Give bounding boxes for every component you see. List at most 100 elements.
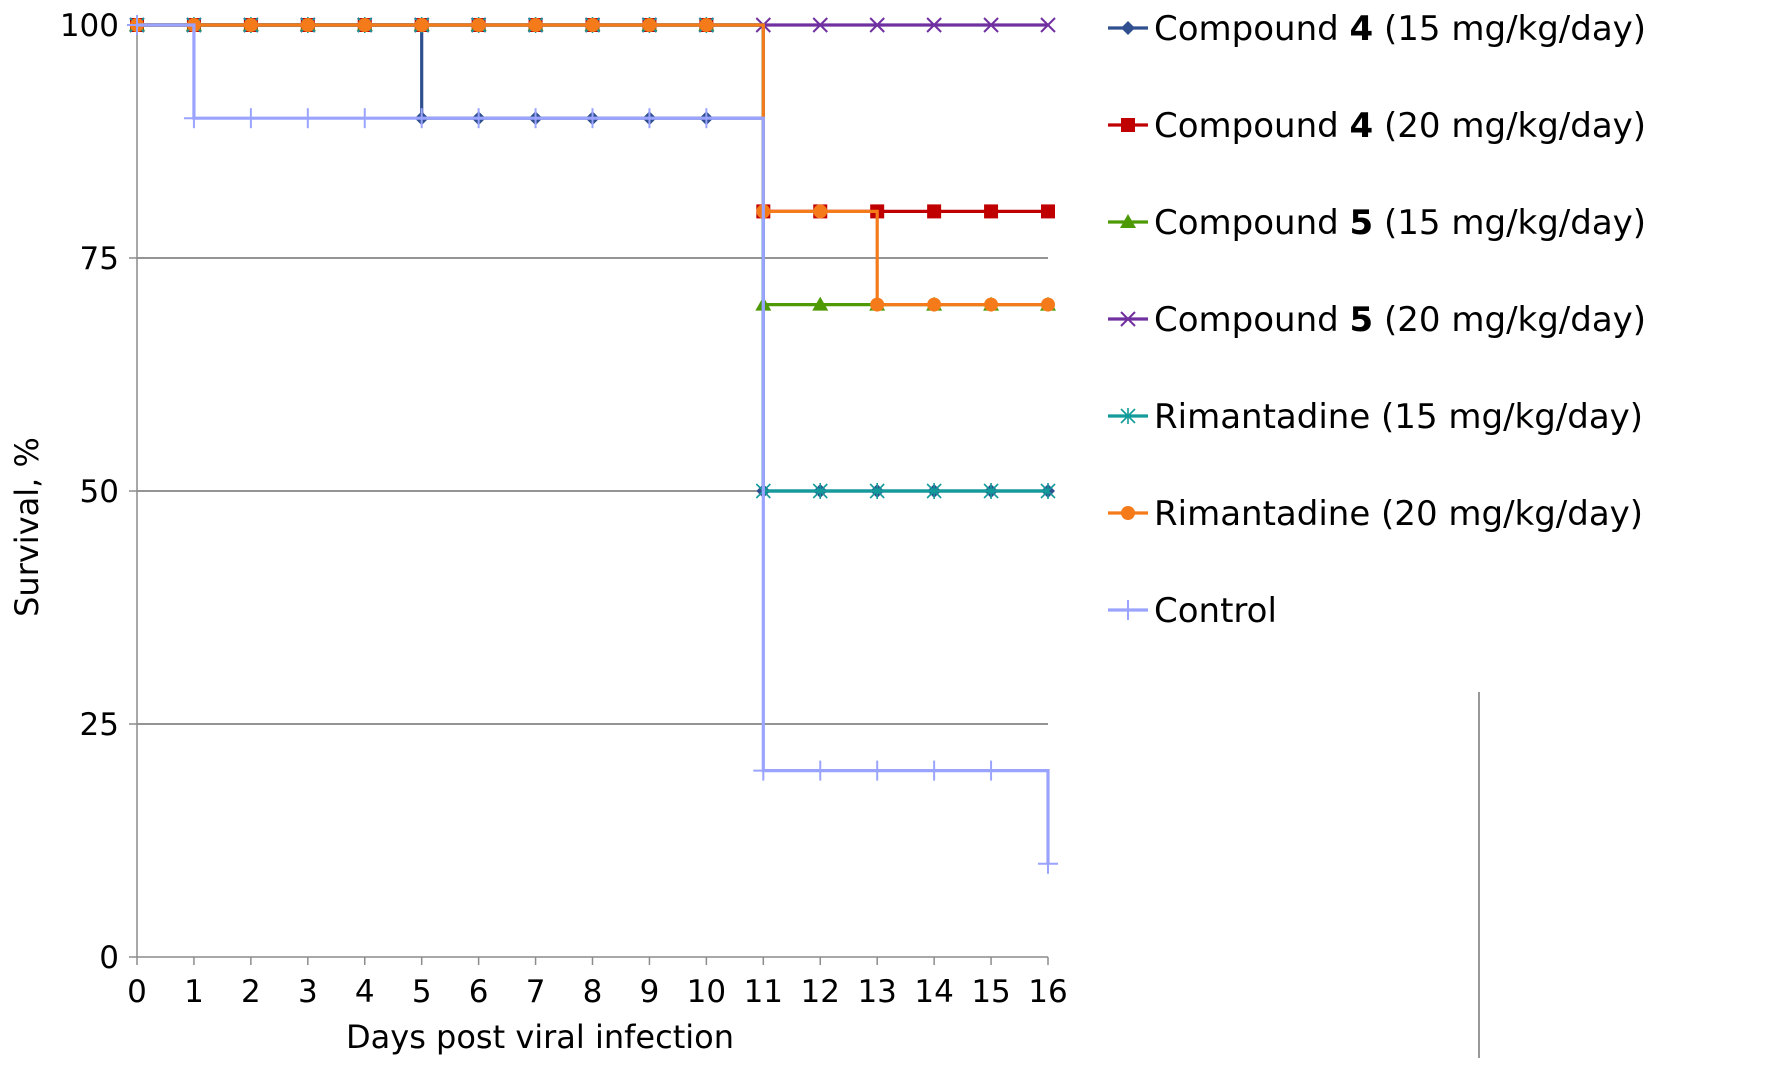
point-control-day-7 <box>525 108 546 129</box>
legend-label-part-0: Control <box>1154 591 1277 631</box>
x-tick-label-0: 0 <box>127 974 147 1010</box>
x-tick-label-4: 4 <box>355 974 375 1010</box>
point-rimantadine-20-mg-kg-day-day-9 <box>642 18 657 32</box>
x-tick-label-14: 14 <box>914 974 953 1010</box>
x-axis-title: Days post viral infection <box>346 1018 734 1056</box>
point-compound-4-20-mg-kg-day-day-14 <box>927 204 942 219</box>
point-control-day-3 <box>297 108 318 129</box>
x-tick-label-15: 15 <box>971 974 1010 1010</box>
point-compound-5-20-mg-kg-day-day-16 <box>1040 17 1056 33</box>
point-rimantadine-15-mg-kg-day-day-13 <box>869 483 885 499</box>
point-control-day-11 <box>753 760 774 781</box>
x-tick-label-7: 7 <box>526 974 546 1010</box>
y-tick-label-100: 100 <box>60 8 119 44</box>
point-control-day-2 <box>240 108 261 129</box>
x-tick-label-13: 13 <box>857 974 896 1010</box>
point-control-day-16 <box>1038 853 1058 874</box>
point-compound-4-20-mg-kg-day-day-16 <box>1041 204 1055 219</box>
y-tick-label-0: 0 <box>99 940 119 976</box>
x-tick-label-2: 2 <box>241 974 261 1010</box>
point-rimantadine-20-mg-kg-day-day-14 <box>927 297 942 312</box>
series-line-rimantadine-20-mg-kg-day <box>137 23 1048 307</box>
legend-marker-rimantadine-15-mg-kg-day <box>1120 408 1136 424</box>
point-control-day-15 <box>981 760 1002 781</box>
point-rimantadine-20-mg-kg-day-day-3 <box>300 18 315 32</box>
point-control-day-9 <box>639 108 660 129</box>
x-tick-label-1: 1 <box>184 974 204 1010</box>
legend-label-compound-4-15-mg-kg-day: Compound 4 (15 mg/kg/day) <box>1154 9 1646 49</box>
legend-label-part-1: 4 <box>1350 9 1374 49</box>
point-rimantadine-20-mg-kg-day-day-16 <box>1041 297 1055 312</box>
point-compound-5-20-mg-kg-day-day-14-b <box>926 17 942 33</box>
x-tick-label-6: 6 <box>469 974 489 1010</box>
point-rimantadine-15-mg-kg-day-day-16 <box>1040 483 1056 499</box>
point-control-day-8 <box>582 108 603 129</box>
legend-label-part-2: (20 mg/kg/day) <box>1373 300 1646 340</box>
point-control-day-4 <box>354 108 375 129</box>
point-rimantadine-20-mg-kg-day-day-5 <box>414 18 429 32</box>
y-axis-title: Survival, % <box>8 437 46 617</box>
legend-label-part-2: (15 mg/kg/day) <box>1373 203 1646 243</box>
x-tick-label-8: 8 <box>583 974 603 1010</box>
point-rimantadine-15-mg-kg-day-day-14 <box>926 483 942 499</box>
point-control-day-12 <box>810 760 831 781</box>
point-compound-5-20-mg-kg-day-day-14 <box>926 17 942 33</box>
legend-entry-compound-4-20-mg-kg-day: Compound 4 (20 mg/kg/day) <box>1108 106 1646 146</box>
legend-marker-compound-5-15-mg-kg-day <box>1120 214 1136 228</box>
point-compound-4-20-mg-kg-day-day-15 <box>984 204 999 219</box>
point-control-day-6 <box>468 108 489 129</box>
x-tick-label-11: 11 <box>744 974 783 1010</box>
legend-label-part-2: (15 mg/kg/day) <box>1373 9 1646 49</box>
series-rimantadine-20-mg-kg-day <box>130 18 1055 312</box>
point-compound-5-20-mg-kg-day-day-12 <box>812 17 828 33</box>
legend-label-rimantadine-20-mg-kg-day: Rimantadine (20 mg/kg/day) <box>1154 494 1643 534</box>
legend-label-part-0: Compound <box>1154 300 1350 340</box>
series-control <box>127 15 1058 874</box>
legend-label-compound-4-20-mg-kg-day: Compound 4 (20 mg/kg/day) <box>1154 106 1646 146</box>
point-control-day-1 <box>183 108 204 129</box>
x-tick-label-12: 12 <box>801 974 840 1010</box>
legend-label-part-1: 4 <box>1350 106 1374 146</box>
data-series <box>127 15 1058 874</box>
y-tick-label-75: 75 <box>80 241 119 277</box>
legend-entry-rimantadine-20-mg-kg-day: Rimantadine (20 mg/kg/day) <box>1108 494 1643 534</box>
legend-label-compound-5-15-mg-kg-day: Compound 5 (15 mg/kg/day) <box>1154 203 1646 243</box>
legend-marker-control <box>1118 600 1138 620</box>
legend-label-part-0: Compound <box>1154 9 1350 49</box>
legend-label-part-0: Rimantadine (20 mg/kg/day) <box>1154 494 1643 534</box>
legend-entry-control: Control <box>1108 591 1277 631</box>
legend-label-rimantadine-15-mg-kg-day: Rimantadine (15 mg/kg/day) <box>1154 397 1643 437</box>
point-rimantadine-15-mg-kg-day-day-12 <box>812 483 828 499</box>
point-compound-5-20-mg-kg-day-day-16-b <box>1040 17 1056 33</box>
axes <box>129 22 1049 965</box>
legend-label-part-0: Compound <box>1154 106 1350 146</box>
legend-entry-compound-4-15-mg-kg-day: Compound 4 (15 mg/kg/day) <box>1108 9 1646 49</box>
legend-entry-compound-5-20-mg-kg-day: Compound 5 (20 mg/kg/day) <box>1108 300 1646 340</box>
point-rimantadine-20-mg-kg-day-day-2 <box>243 18 258 32</box>
legend-label-control: Control <box>1154 591 1277 631</box>
x-tick-label-5: 5 <box>412 974 432 1010</box>
series-line-compound-5-15-mg-kg-day <box>137 23 1048 307</box>
point-rimantadine-15-mg-kg-day-day-15 <box>983 483 999 499</box>
y-tick-label-25: 25 <box>80 707 119 743</box>
point-rimantadine-20-mg-kg-day-day-13 <box>870 297 885 312</box>
legend-label-part-2: (20 mg/kg/day) <box>1373 106 1646 146</box>
point-rimantadine-20-mg-kg-day-day-7 <box>528 18 543 32</box>
legend-marker-compound-5-20-mg-kg-day-b <box>1120 311 1136 327</box>
legend-marker-compound-4-20-mg-kg-day <box>1121 118 1135 132</box>
point-rimantadine-20-mg-kg-day-day-15 <box>984 297 999 312</box>
x-tick-label-3: 3 <box>298 974 318 1010</box>
legend-marker-compound-4-15-mg-kg-day <box>1121 21 1135 35</box>
point-compound-5-15-mg-kg-day-day-12 <box>812 296 829 311</box>
point-compound-5-20-mg-kg-day-day-12-b <box>812 17 828 33</box>
legend-label-compound-5-20-mg-kg-day: Compound 5 (20 mg/kg/day) <box>1154 300 1646 340</box>
point-control-day-13 <box>867 760 888 781</box>
series-compound-5-15-mg-kg-day <box>129 17 1056 311</box>
point-rimantadine-20-mg-kg-day-day-10 <box>699 18 714 32</box>
legend-label-part-1: 5 <box>1350 300 1374 340</box>
legend-marker-rimantadine-20-mg-kg-day <box>1121 506 1135 520</box>
point-rimantadine-20-mg-kg-day-day-6 <box>471 18 486 32</box>
point-control-day-14 <box>924 760 945 781</box>
